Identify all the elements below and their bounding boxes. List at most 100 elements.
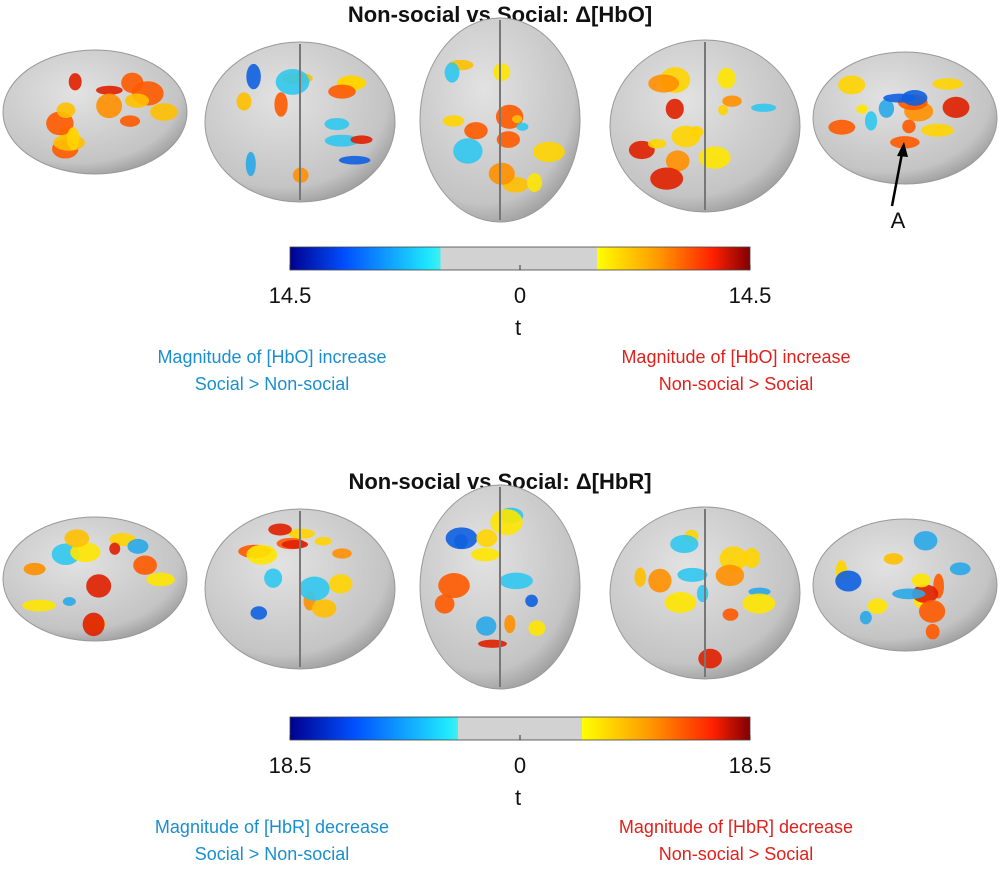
activation-blob xyxy=(332,548,352,559)
activation-blob xyxy=(664,592,697,613)
activation-blob xyxy=(743,547,760,569)
activation-blob xyxy=(512,115,523,124)
activation-blob xyxy=(828,119,856,135)
brain-view xyxy=(419,17,581,223)
activation-blob xyxy=(133,555,157,575)
activation-blob xyxy=(496,131,521,148)
colorbar-tick-label: 14.5 xyxy=(729,283,772,308)
colorbar-tick-label: 0 xyxy=(514,753,526,778)
activation-blob xyxy=(96,93,123,119)
activation-blob xyxy=(250,606,268,620)
activation-blob xyxy=(70,542,101,563)
activation-blob xyxy=(490,509,523,536)
activation-blob xyxy=(442,115,465,127)
activation-blob xyxy=(338,155,371,165)
activation-blob xyxy=(311,599,337,618)
activation-blob xyxy=(478,639,508,648)
activation-blob xyxy=(911,573,931,588)
colorbar-tick-label: 18.5 xyxy=(269,753,312,778)
activation-blob xyxy=(454,534,468,549)
brain-surface xyxy=(812,518,998,652)
activation-blob xyxy=(718,104,729,116)
activation-blob xyxy=(932,78,963,90)
annotation-label: A xyxy=(891,208,906,233)
activation-blob xyxy=(119,115,141,127)
activation-blob xyxy=(835,570,862,592)
activation-blob xyxy=(493,63,511,82)
activation-blob xyxy=(890,136,920,149)
activation-blob xyxy=(350,135,373,144)
activation-blob xyxy=(146,572,175,587)
activation-blob xyxy=(859,610,872,625)
activation-blob xyxy=(532,141,565,163)
activation-blob xyxy=(499,572,533,590)
activation-blob xyxy=(82,612,105,637)
brain-view xyxy=(609,39,801,213)
activation-blob xyxy=(64,529,90,548)
activation-blob xyxy=(328,574,353,594)
activation-blob xyxy=(246,63,261,90)
activation-blob xyxy=(476,616,497,636)
activation-blob xyxy=(867,598,888,614)
activation-blob xyxy=(150,103,178,121)
activation-blob xyxy=(878,99,895,118)
activation-blob xyxy=(942,96,970,118)
activation-blob xyxy=(665,150,690,172)
activation-blob xyxy=(913,531,938,551)
activation-blob xyxy=(86,574,112,598)
activation-blob xyxy=(698,146,731,169)
brain-view xyxy=(204,41,396,203)
activation-blob xyxy=(66,127,80,150)
activation-blob xyxy=(438,573,470,599)
activation-blob xyxy=(717,67,736,89)
activation-blob xyxy=(324,117,350,131)
caption-left: Social > Non-social xyxy=(195,844,350,864)
activation-blob xyxy=(901,89,928,106)
colorbar-tick-label: 18.5 xyxy=(729,753,772,778)
activation-blob xyxy=(516,122,529,131)
annotation-arrowhead xyxy=(897,142,908,157)
brain-view xyxy=(2,516,188,642)
activation-blob xyxy=(96,85,123,95)
activation-blob xyxy=(22,599,57,612)
activation-blob xyxy=(236,92,252,111)
activation-blob xyxy=(696,584,709,603)
brain-view xyxy=(419,484,581,690)
activation-blob xyxy=(689,126,704,138)
activation-blob xyxy=(650,167,684,190)
activation-blob xyxy=(324,134,359,147)
activation-blob xyxy=(275,68,310,95)
activation-blob xyxy=(648,568,672,593)
activation-blob xyxy=(288,528,315,539)
caption-left: Magnitude of [HbO] increase xyxy=(157,347,386,367)
activation-blob xyxy=(751,103,777,112)
activation-blob xyxy=(748,587,771,596)
activation-blob xyxy=(246,544,278,565)
activation-blob xyxy=(918,600,946,623)
colorbar-label: t xyxy=(515,785,521,810)
activation-blob xyxy=(299,576,330,601)
activation-blob xyxy=(314,537,332,546)
activation-blob xyxy=(677,567,708,582)
activation-blob xyxy=(628,140,655,160)
activation-blob xyxy=(504,614,516,634)
activation-blob xyxy=(742,593,776,614)
activation-blob xyxy=(476,529,498,548)
activation-blob xyxy=(634,567,647,587)
activation-blob xyxy=(434,594,455,614)
activation-blob xyxy=(647,139,667,149)
activation-blob xyxy=(328,84,356,99)
activation-blob xyxy=(698,648,722,669)
activation-blob xyxy=(471,547,500,562)
activation-blob xyxy=(109,542,121,555)
activation-blob xyxy=(892,588,926,600)
activation-blob xyxy=(68,73,82,91)
activation-blob xyxy=(453,138,483,164)
activation-blob xyxy=(670,534,699,554)
activation-blob xyxy=(464,122,488,140)
caption-right: Magnitude of [HbR] decrease xyxy=(619,817,853,837)
caption-right: Magnitude of [HbO] increase xyxy=(621,347,850,367)
activation-blob xyxy=(722,608,739,621)
activation-blob xyxy=(883,553,904,565)
